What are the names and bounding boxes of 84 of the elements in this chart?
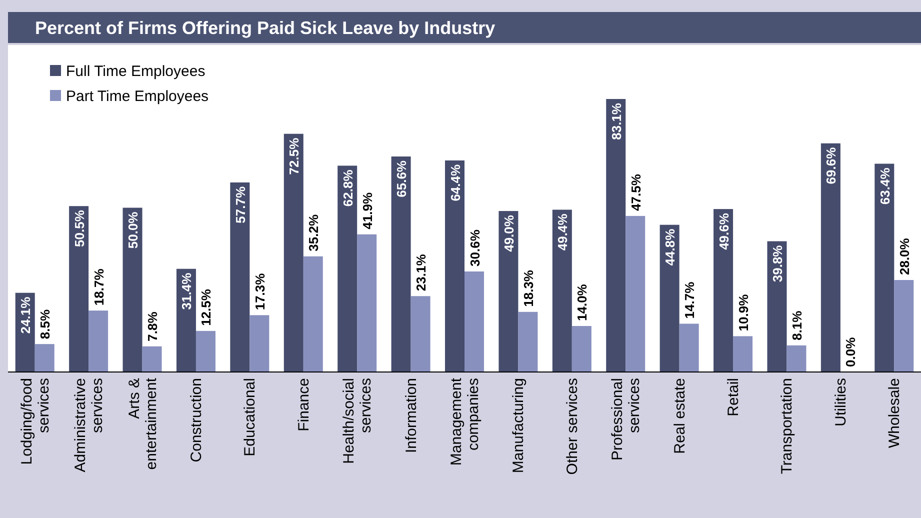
bar (250, 315, 270, 372)
data-label: 24.1% (18, 296, 34, 334)
data-label: 39.8% (770, 244, 785, 282)
data-label: 35.2% (306, 214, 322, 252)
bar (606, 99, 626, 372)
data-label: 49.6% (716, 212, 732, 250)
bar (874, 164, 894, 372)
bar (122, 208, 142, 372)
legend-label: Full Time Employees (66, 63, 206, 80)
bar (196, 330, 216, 372)
bar (714, 209, 734, 372)
x-tick-label: Finance (295, 378, 312, 432)
x-tick-label: Professional services (609, 378, 644, 461)
data-label: 14.0% (574, 284, 590, 322)
bar (894, 280, 914, 372)
data-label: 64.4% (448, 164, 463, 202)
data-label: 83.1% (608, 102, 624, 140)
bar (445, 160, 464, 372)
bar (679, 324, 699, 372)
x-tick-label: Retail (725, 378, 742, 416)
data-label: 44.8% (662, 228, 678, 266)
bar (142, 346, 162, 372)
chart-title: Percent of Firms Offering Paid Sick Leave by Industry (35, 18, 496, 38)
data-label: 7.8% (145, 311, 160, 342)
legend-label: Part Time Employees (66, 88, 209, 105)
x-tick-label: Wholesale (886, 378, 904, 448)
bar (357, 234, 377, 372)
bar (303, 256, 323, 372)
data-label: 50.5% (72, 210, 87, 247)
x-tick-label: Information (402, 378, 420, 454)
data-label: 31.4% (179, 272, 194, 310)
bar (572, 326, 592, 372)
bar (767, 241, 787, 372)
data-label: 72.5% (286, 137, 302, 175)
bar (69, 206, 89, 372)
bar (410, 296, 430, 372)
x-tick-label: Utilities (832, 378, 850, 426)
data-label: 8.5% (38, 309, 53, 340)
x-tick-label: Transportation (778, 378, 796, 474)
bar (820, 143, 840, 372)
bar (498, 211, 518, 372)
x-tick-label: Management companies (448, 377, 482, 466)
data-label: 57.7% (232, 186, 248, 224)
bar (786, 345, 806, 372)
data-label: 62.8% (340, 169, 356, 207)
data-label: 49.0% (501, 214, 516, 252)
bar (464, 271, 484, 372)
data-label: 18.3% (520, 270, 536, 307)
data-label: 10.9% (736, 294, 751, 332)
data-label: 14.7% (682, 281, 698, 319)
x-tick-label: Educational (242, 378, 259, 456)
data-label: 12.5% (198, 288, 214, 326)
data-label: 17.3% (252, 272, 268, 310)
bar (176, 268, 196, 372)
bar (660, 224, 680, 372)
x-tick-label: Other services (564, 378, 581, 475)
data-label: 0.0% (843, 336, 858, 367)
bar (391, 156, 411, 372)
data-label: 49.4% (555, 213, 570, 251)
bar (733, 336, 753, 372)
bar (518, 312, 538, 372)
bar (626, 216, 646, 372)
bar (284, 134, 304, 372)
bar (34, 344, 54, 372)
bar (338, 166, 358, 372)
bar (88, 310, 108, 372)
data-label: 47.5% (628, 174, 644, 211)
x-tick-label: Lodging/food services (18, 378, 52, 465)
data-label: 63.4% (877, 167, 892, 205)
x-tick-label: Health/social services (340, 378, 375, 464)
data-label: 69.6% (824, 146, 839, 184)
data-label: 18.7% (91, 268, 106, 306)
data-label: 65.6% (394, 160, 410, 198)
data-label: 28.0% (896, 238, 912, 276)
data-label: 23.1% (414, 254, 429, 292)
x-tick-label: Construction (188, 378, 205, 462)
x-tick-label: Real estate (671, 378, 688, 454)
data-label: 8.1% (789, 310, 804, 340)
x-tick-label: Manufacturing (510, 378, 528, 474)
data-label: 30.6% (467, 229, 482, 266)
data-label: 50.0% (126, 211, 141, 249)
bar (552, 210, 572, 372)
bar (230, 182, 250, 372)
data-label: 41.9% (360, 192, 375, 230)
